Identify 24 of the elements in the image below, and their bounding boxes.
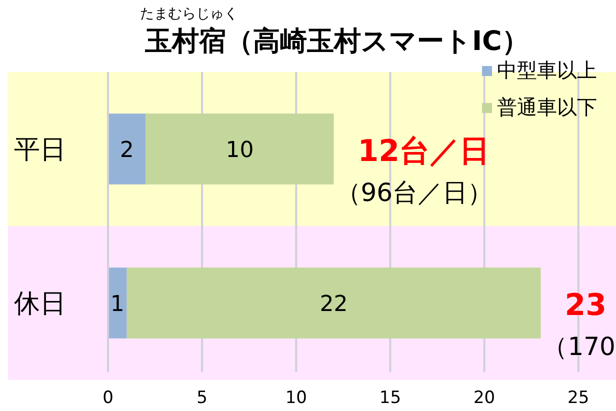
- bar: [108, 114, 146, 184]
- annotation: 12台／日: [358, 134, 490, 169]
- chart-subtitle: たまむらじゅく: [140, 6, 238, 22]
- data-label: 1: [110, 292, 124, 317]
- data-label: 2: [120, 138, 134, 163]
- x-tick-label: 10: [285, 388, 307, 408]
- chart-title: 玉村宿（高崎玉村スマートIC）: [144, 26, 529, 57]
- data-label: 22: [320, 292, 348, 317]
- bar: [108, 268, 127, 338]
- x-tick-label: 20: [473, 388, 496, 408]
- annotation: （170: [542, 332, 616, 361]
- bar: [146, 114, 334, 184]
- x-tick-label: 25: [568, 388, 590, 408]
- bar: [126, 268, 541, 338]
- legend-label: 普通車以下: [497, 95, 597, 119]
- data-label: 10: [226, 138, 254, 163]
- x-tick-label: 0: [102, 388, 114, 408]
- y-tick-label: 休日: [14, 289, 66, 319]
- legend-label: 中型車以上: [497, 58, 597, 82]
- y-tick-label: 平日: [14, 135, 66, 165]
- annotation: 23: [564, 288, 606, 323]
- x-tick-label: 5: [196, 388, 208, 408]
- annotation: （96台／日）: [336, 178, 493, 207]
- x-tick-label: 15: [379, 388, 402, 408]
